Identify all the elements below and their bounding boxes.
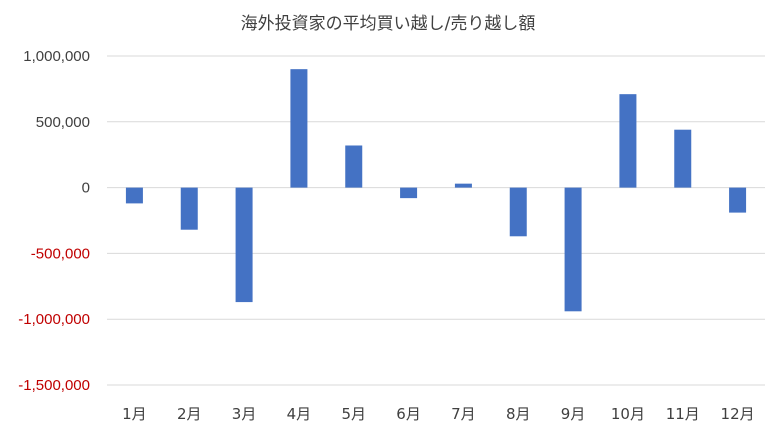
bar-4 bbox=[290, 69, 308, 188]
x-tick-label: 1月 bbox=[122, 405, 147, 423]
gridlines bbox=[107, 55, 765, 386]
y-tick-label: 500,000 bbox=[36, 114, 90, 131]
y-tick-label: 1,000,000 bbox=[23, 48, 90, 65]
bar-7 bbox=[454, 183, 472, 188]
y-tick-label: -500,000 bbox=[31, 245, 90, 262]
bar-12 bbox=[729, 187, 747, 213]
y-tick-label: -1,000,000 bbox=[18, 311, 90, 328]
y-tick-label: -1,500,000 bbox=[18, 377, 90, 394]
x-tick-label: 10月 bbox=[611, 405, 645, 423]
x-tick-label: 2月 bbox=[177, 405, 202, 423]
bar-1 bbox=[125, 187, 143, 204]
x-tick-label: 11月 bbox=[666, 405, 700, 423]
bar-11 bbox=[674, 129, 692, 188]
bar-3 bbox=[235, 187, 253, 303]
x-tick-label: 4月 bbox=[287, 405, 312, 423]
bar-8 bbox=[509, 187, 527, 237]
bar-5 bbox=[345, 145, 363, 188]
x-tick-label: 9月 bbox=[561, 405, 586, 423]
x-axis-tick-labels: 1月 2月 3月 4月 5月 6月 7月 8月 9月 10月 11月 12月 bbox=[122, 405, 754, 423]
x-tick-label: 5月 bbox=[341, 405, 366, 423]
x-tick-label: 12月 bbox=[721, 405, 755, 423]
bar-9 bbox=[564, 187, 582, 312]
bar-10 bbox=[619, 94, 637, 188]
x-tick-label: 3月 bbox=[232, 405, 257, 423]
bar-6 bbox=[400, 187, 418, 199]
y-tick-label: 0 bbox=[82, 180, 90, 197]
y-axis-tick-labels: 1,000,000 500,000 0 -500,000 -1,000,000 -1,50… bbox=[18, 48, 90, 394]
x-tick-label: 7月 bbox=[451, 405, 476, 423]
x-tick-label: 8月 bbox=[506, 405, 531, 423]
x-tick-label: 6月 bbox=[396, 405, 421, 423]
bars bbox=[125, 69, 747, 312]
bar-2 bbox=[180, 187, 198, 230]
chart-title: 海外投資家の平均買い越し/売り越し額 bbox=[241, 14, 536, 34]
